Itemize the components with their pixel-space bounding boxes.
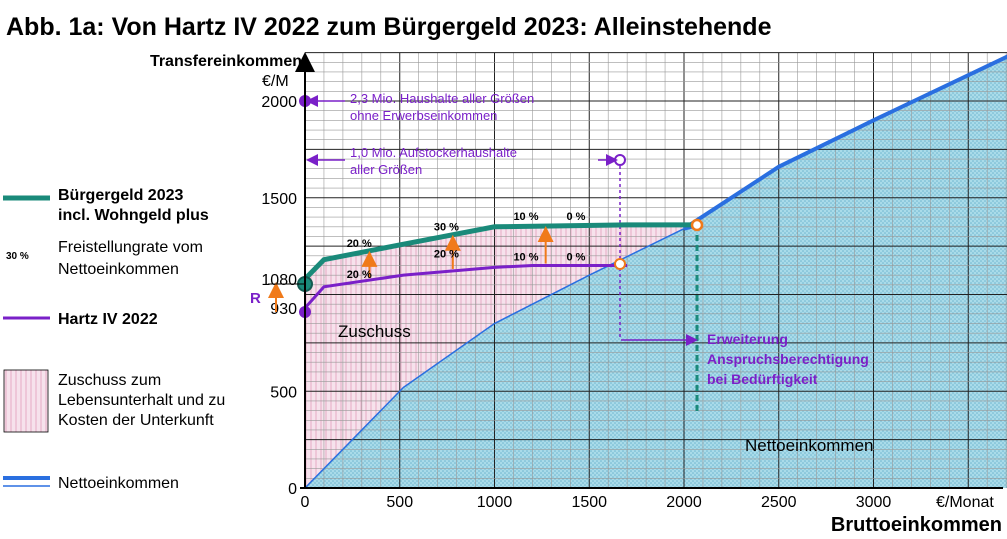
rate-label-0: 20 % [347, 238, 372, 250]
hartz-iv-line [303, 263, 628, 310]
rate-label-4: 20 % [347, 269, 372, 281]
legend-buergergeld-line-1: Bürgergeld 2023 [58, 187, 183, 204]
x-tick-500: 500 [386, 494, 413, 511]
legend-zuschuss-line-3: Kosten der Unterkunft [58, 412, 214, 429]
chart-title: Abb. 1a: Von Hartz IV 2022 zum Bürgergel… [6, 13, 772, 41]
legend-netto-label: Nettoeinkommen [58, 475, 179, 492]
legend-zuschuss-line-2: Lebensunterhalt und zu [58, 392, 225, 409]
rate-label-2: 10 % [513, 211, 538, 223]
legend-rate-line-2: Nettoeinkommen [58, 261, 179, 278]
y-tick-1500: 1500 [261, 191, 297, 208]
haushalte-line-2: ohne Erwerbseinkommen [350, 108, 497, 123]
y-tick-1080: 1080 [261, 272, 297, 289]
rate-labels: 20 % 30 % 10 % 0 % 20 % 20 % 10 % 0 % [347, 211, 586, 281]
rate-label-6: 10 % [513, 252, 538, 264]
rate-label-1: 30 % [434, 222, 459, 234]
nettoeinkommen-label: Nettoeinkommen [745, 436, 874, 455]
rate-label-3: 0 % [567, 211, 586, 223]
y-tick-500: 500 [270, 384, 297, 401]
rate-label-5: 20 % [434, 249, 459, 261]
nettoeinkommen-thick-line [682, 54, 1007, 231]
erweiterung-line-3: bei Bedürftigkeit [707, 371, 818, 387]
x-tick-0: 0 [301, 494, 310, 511]
y-tick-labels: 0 500 930 1080 1500 2000 [261, 94, 297, 498]
x-tick-1500: 1500 [571, 494, 607, 511]
r-label: R [250, 290, 261, 307]
y-axis-label: Transfereinkommen [150, 53, 302, 70]
y-tick-2000: 2000 [261, 94, 297, 111]
x-tick-2000: 2000 [666, 494, 702, 511]
legend-buergergeld-line-2: incl. Wohngeld plus [58, 207, 209, 224]
haushalte-line-1: 2,3 Mio. Haushalte aller Größen [350, 91, 534, 106]
x-tick-1000: 1000 [477, 494, 513, 511]
zuschuss-label: Zuschuss [338, 322, 411, 341]
buergergeld-end-marker [690, 218, 704, 232]
hartz-end-marker [614, 258, 626, 270]
difference-arrows [361, 226, 554, 279]
x-axis-unit: €/Monat [936, 494, 994, 511]
legend-zuschuss-line-1: Zuschuss zum [58, 372, 161, 389]
y-tick-0: 0 [288, 481, 297, 498]
x-tick-labels: 0 500 1000 1500 2000 2500 3000 [301, 494, 892, 511]
aufstocker-marker [614, 154, 626, 166]
legend-rate-sample: 30 % [6, 251, 29, 262]
netto-area [305, 56, 1007, 488]
aufstocker-line-1: 1,0 Mio. Aufstockerhaushalte [350, 145, 517, 160]
aufstocker-line-2: aller Größen [350, 162, 422, 177]
x-tick-2500: 2500 [761, 494, 797, 511]
erweiterung-line-2: Anspruchsberechtigung [707, 351, 869, 367]
legend-zuschuss-swatch [3, 369, 49, 433]
legend-hartz-label: Hartz IV 2022 [58, 311, 158, 328]
rate-label-7: 0 % [567, 252, 586, 264]
erweiterung-line-1: Erweiterung [707, 331, 788, 347]
legend: Bürgergeld 2023 incl. Wohngeld plus 30 %… [3, 187, 225, 492]
zuschuss-area [305, 224, 700, 488]
y-axis-unit: €/M [262, 73, 289, 90]
x-tick-3000: 3000 [856, 494, 892, 511]
x-axis-label: Bruttoeinkommen [831, 514, 1002, 536]
legend-rate-line-1: Freistellungrate vom [58, 239, 203, 256]
grid [305, 52, 1007, 488]
y-tick-930: 930 [270, 301, 297, 318]
